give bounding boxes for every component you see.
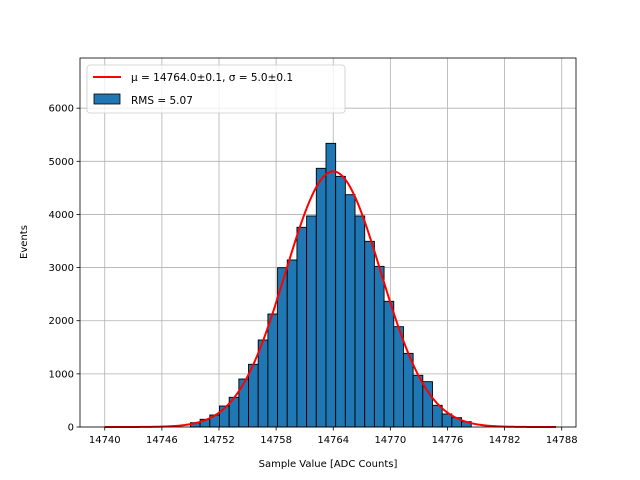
histogram-bar [286, 259, 298, 428]
gaussian-fit [104, 170, 557, 428]
histogram-bar [373, 265, 385, 428]
histogram-bar [393, 326, 404, 428]
histogram-bar [335, 175, 346, 428]
histogram-bar [267, 313, 279, 428]
x-tick-label: 14746 [146, 435, 178, 446]
histogram-bar [412, 374, 424, 428]
x-tick-label: 14770 [374, 435, 406, 446]
histogram-bar [315, 167, 327, 428]
histogram-bar [422, 381, 433, 428]
histogram-bar [383, 300, 395, 428]
x-axis-label: Sample Value [ADC Counts] [259, 459, 398, 470]
x-tick-label: 14752 [203, 435, 235, 446]
y-tick-label: 1000 [49, 369, 74, 380]
x-tick-label: 14788 [546, 435, 578, 446]
y-tick-label: 4000 [49, 210, 74, 221]
legend-hist-label: RMS = 5.07 [131, 95, 193, 107]
y-tick-label: 3000 [49, 263, 74, 274]
histogram-bar [257, 339, 269, 428]
histogram-bar [402, 352, 414, 428]
y-tick-label: 6000 [49, 104, 74, 115]
x-tick-label: 14758 [260, 435, 292, 446]
x-axis-ticks: 14740 14746 14752 14758 14764 14770 14776 14782… [89, 427, 578, 446]
y-axis-label: Events [19, 225, 30, 259]
y-tick-label: 0 [68, 423, 74, 434]
legend-fit-label: μ = 14764.0±0.1, σ = 5.0±0.1 [131, 72, 293, 84]
legend-box [86, 64, 346, 114]
fit-curve [104, 170, 557, 428]
histogram-bar [364, 240, 375, 428]
x-tick-label: 14764 [317, 435, 349, 446]
histogram-bar [432, 404, 443, 428]
histogram-bar [238, 378, 249, 428]
legend: μ = 14764.0±0.1, σ = 5.0±0.1 RMS = 5.07 [86, 64, 346, 114]
histogram-bar [306, 215, 317, 428]
y-tick-label: 2000 [49, 316, 74, 327]
histogram-bar [344, 194, 356, 428]
x-tick-label: 14782 [489, 435, 521, 446]
x-tick-label: 14740 [89, 435, 121, 446]
histogram-bar [354, 215, 366, 428]
histogram-bar [441, 413, 453, 428]
legend-hist-swatch [93, 93, 121, 105]
histogram-bar [296, 226, 308, 428]
x-tick-label: 14776 [432, 435, 464, 446]
histogram-bar [325, 142, 337, 428]
y-axis-ticks: 0 1000 2000 3000 4000 5000 6000 [49, 104, 80, 434]
axes-frame [79, 57, 577, 428]
y-tick-label: 5000 [49, 157, 74, 168]
